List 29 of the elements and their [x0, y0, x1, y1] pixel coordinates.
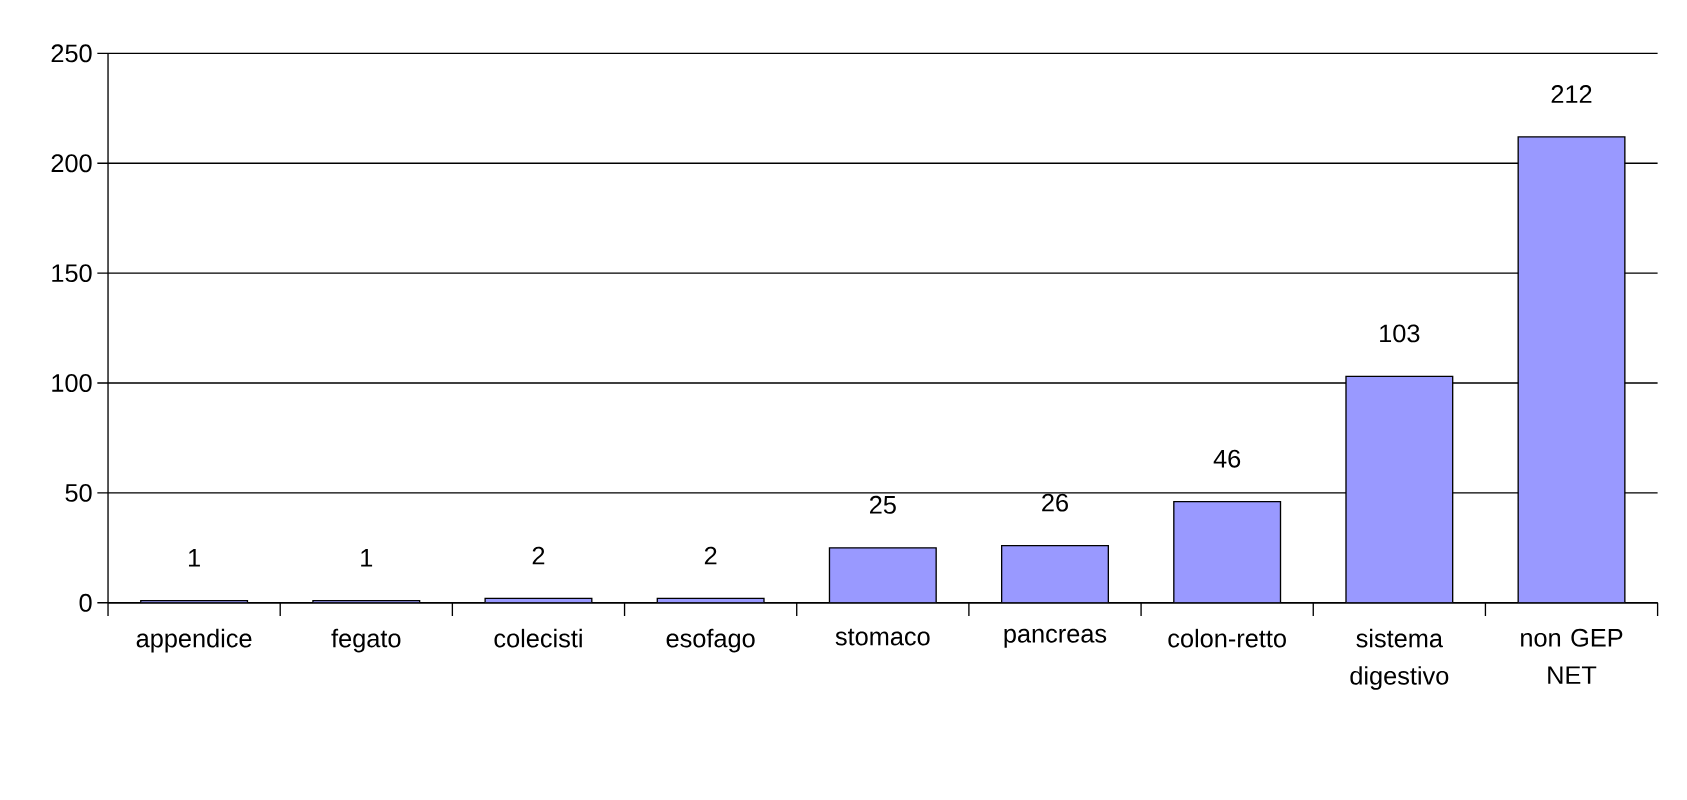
bar	[1345, 375, 1454, 603]
data-label: 2	[532, 546, 545, 565]
bar	[1173, 500, 1282, 603]
x-tick-label: appendice	[136, 628, 252, 653]
x-tick-label: esofago	[666, 628, 755, 653]
bar	[1000, 544, 1109, 603]
y-tick-label: 50	[65, 483, 92, 502]
y-tick-label: 100	[52, 373, 92, 392]
x-tick-label: colecisti	[494, 628, 582, 648]
data-label: 103	[1380, 324, 1420, 343]
x-tick-label: colon-retto	[1168, 628, 1286, 648]
y-tick-label: 200	[51, 154, 92, 173]
x-tick-label: sistema digestivo	[1350, 628, 1449, 690]
data-label: 25	[870, 495, 896, 514]
y-tick-label: 0	[79, 593, 92, 612]
data-label: 46	[1213, 449, 1241, 468]
data-label: 2	[704, 546, 717, 565]
data-label: 1	[361, 549, 373, 567]
x-tick-label: non GEP NET	[1521, 628, 1623, 684]
y-tick-label: 250	[51, 44, 92, 63]
x-tick-label: pancreas	[1004, 628, 1107, 648]
x-tick-label: fegato	[331, 628, 401, 653]
data-label: 26	[1042, 493, 1068, 512]
bar	[828, 547, 937, 603]
data-label: 212	[1551, 85, 1592, 103]
x-tick-label: stomaco	[835, 628, 930, 646]
y-tick-label: 150	[52, 264, 92, 283]
data-label: 1	[188, 549, 200, 567]
bar	[1517, 136, 1626, 603]
